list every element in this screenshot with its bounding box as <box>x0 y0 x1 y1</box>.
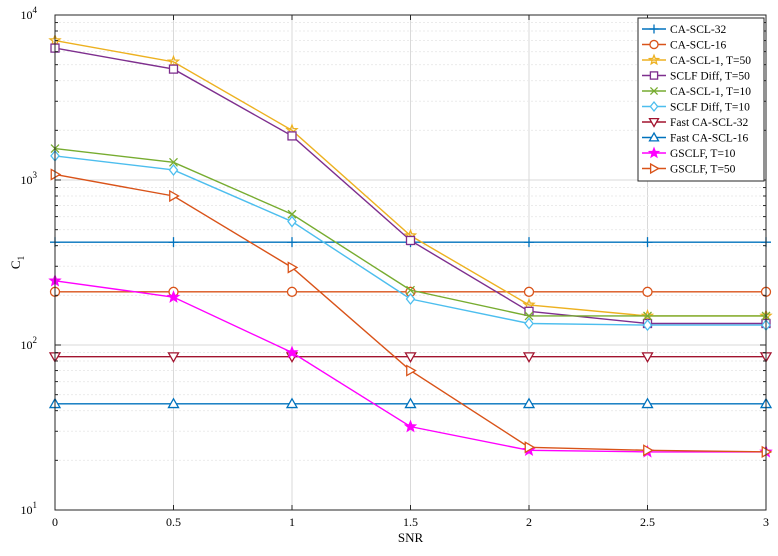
series-gsclf-t-50 <box>50 168 773 459</box>
data-point-marker <box>169 189 180 203</box>
series-lines <box>48 33 773 459</box>
x-tick-label: 0.5 <box>166 515 181 529</box>
data-point-marker <box>287 261 299 274</box>
series-fast-ca-scl-32 <box>48 352 773 363</box>
series-ca-scl-1-t-10 <box>50 144 771 321</box>
data-point-marker <box>168 237 179 248</box>
y-tick-label: 101 <box>21 500 38 517</box>
legend-label: SCLF Diff, T=50 <box>670 71 750 83</box>
data-point-marker <box>649 162 660 175</box>
data-point-marker <box>167 352 180 363</box>
x-tick-label: 3 <box>763 515 769 529</box>
y-axis-label-subscript: 1 <box>16 256 26 261</box>
data-point-marker <box>285 397 299 409</box>
x-axis-label: SNR <box>398 530 424 545</box>
y-axis-label-main: C <box>8 260 23 269</box>
legend-item: CA-SCL-1, T=10 <box>642 86 751 98</box>
data-point-marker <box>648 117 660 128</box>
data-point-marker <box>649 100 659 113</box>
data-point-marker <box>649 86 659 96</box>
data-point-marker <box>643 311 652 321</box>
data-point-marker <box>524 311 534 321</box>
data-point-marker <box>286 286 298 297</box>
data-point-marker <box>522 352 536 363</box>
x-tick-label: 1.5 <box>403 515 418 529</box>
legend-label: Fast CA-SCL-16 <box>670 133 749 145</box>
y-axis-label: C1 <box>8 256 26 269</box>
x-tick-label: 1 <box>289 515 295 529</box>
data-point-marker <box>642 237 653 248</box>
series-fast-ca-scl-16 <box>48 397 773 409</box>
data-point-marker <box>641 352 654 363</box>
legend-item: GSCLF, T=10 <box>642 146 736 160</box>
data-point-marker <box>405 292 416 306</box>
legend-label: CA-SCL-1, T=10 <box>670 86 751 98</box>
data-point-marker <box>166 54 181 68</box>
data-point-marker <box>647 53 661 66</box>
legend-item: CA-SCL-1, T=50 <box>642 53 751 67</box>
data-point-marker <box>406 364 417 377</box>
data-point-marker <box>287 237 297 248</box>
data-point-marker <box>285 345 299 359</box>
data-point-marker <box>642 319 653 332</box>
data-point-marker <box>405 235 416 246</box>
data-point-marker <box>524 441 536 454</box>
x-tick-label: 2 <box>526 515 532 529</box>
data-point-marker <box>50 168 62 181</box>
legend-label: CA-SCL-16 <box>670 40 726 52</box>
data-point-marker <box>649 39 659 50</box>
x-tick-label: 0 <box>52 515 58 529</box>
data-point-marker <box>643 444 654 457</box>
legend-label: CA-SCL-32 <box>670 24 726 36</box>
legend-label: GSCLF, T=10 <box>670 148 736 160</box>
data-point-marker <box>287 215 297 228</box>
data-point-marker <box>524 237 534 248</box>
x-tick-label: 2.5 <box>640 515 655 529</box>
data-point-marker <box>166 290 181 303</box>
legend-item: CA-SCL-32 <box>642 24 726 36</box>
data-point-marker <box>287 131 297 141</box>
data-point-marker <box>640 308 655 322</box>
data-point-marker <box>641 397 654 409</box>
data-point-marker <box>523 286 535 297</box>
data-point-marker <box>524 317 534 330</box>
legend-item: GSCLF, T=50 <box>642 162 736 176</box>
data-point-marker <box>406 285 415 295</box>
y-tick-label: 104 <box>21 5 38 22</box>
data-point-marker <box>287 209 297 219</box>
legend-label: GSCLF, T=50 <box>670 164 736 176</box>
data-point-marker <box>167 397 180 409</box>
data-point-marker <box>648 131 660 142</box>
data-point-marker <box>649 24 659 34</box>
data-point-marker <box>403 419 418 433</box>
data-point-marker <box>404 352 417 363</box>
data-point-marker <box>524 306 534 316</box>
legend-item: SCLF Diff, T=10 <box>642 100 750 114</box>
legend-item: CA-SCL-16 <box>642 40 726 52</box>
data-point-marker <box>169 157 178 167</box>
data-point-marker <box>761 445 773 459</box>
data-point-marker <box>649 71 659 80</box>
y-tick-label: 102 <box>21 335 38 352</box>
legend-label: SCLF Diff, T=10 <box>670 102 750 114</box>
data-point-marker <box>642 286 653 297</box>
data-point-marker <box>168 163 179 177</box>
data-point-marker <box>404 397 417 409</box>
legend-item: Fast CA-SCL-32 <box>642 117 749 129</box>
y-tick-label: 103 <box>21 170 38 187</box>
legend-label: CA-SCL-1, T=50 <box>670 55 751 67</box>
legend: CA-SCL-32 CA-SCL-16 CA-SCL-1, T=50 SCLF Dif… <box>637 17 765 182</box>
legend-item: Fast CA-SCL-16 <box>642 131 749 145</box>
data-point-marker <box>168 64 179 74</box>
data-point-marker <box>647 146 661 159</box>
legend-item: SCLF Diff, T=50 <box>642 71 750 83</box>
legend-label: Fast CA-SCL-32 <box>670 117 749 129</box>
legend-box <box>637 17 765 182</box>
data-point-marker <box>522 397 536 409</box>
